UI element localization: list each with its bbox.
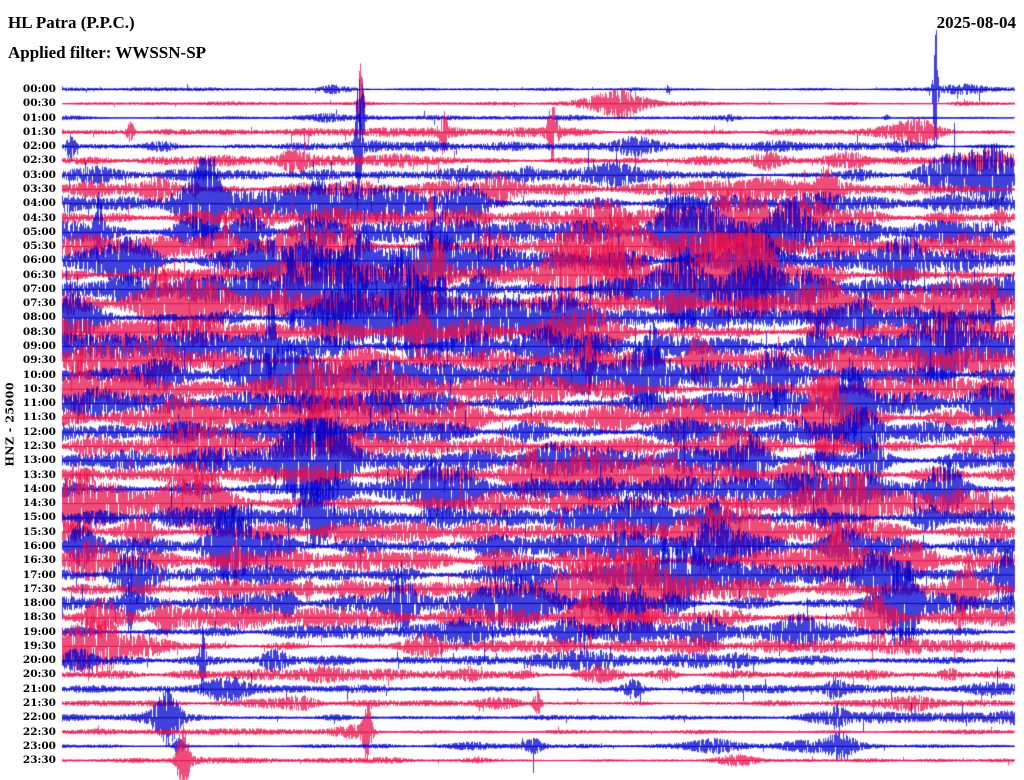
time-label: 05:00 [22,225,56,238]
station-title: HL Patra (P.P.C.) [8,13,135,32]
time-label: 11:00 [22,397,56,410]
time-label: 21:00 [22,682,56,695]
time-label: 10:30 [22,382,56,395]
time-label: 10:00 [22,368,56,381]
time-label: 22:00 [22,711,56,724]
time-label: 17:00 [22,568,56,581]
time-label: 04:00 [22,197,56,210]
time-label: 05:30 [22,240,56,253]
time-label: 18:00 [22,597,56,610]
time-label: 06:30 [22,268,56,281]
time-label: 06:00 [22,254,56,267]
time-label: 19:00 [22,625,56,638]
filter-label: Applied filter: WWSSN-SP [8,43,207,62]
time-label: 09:00 [22,340,56,353]
time-label: 01:00 [22,111,56,124]
time-label: 17:30 [22,582,56,595]
time-label: 00:00 [22,83,56,95]
time-label: 15:00 [22,511,56,524]
time-label: 15:30 [22,525,56,538]
time-label: 16:30 [22,554,56,567]
time-label: 13:00 [22,454,56,467]
time-label: 18:30 [22,611,56,624]
time-label: 02:30 [22,154,56,167]
time-label: 21:30 [22,697,56,710]
time-label: 07:30 [22,297,56,310]
time-label: 20:30 [22,668,56,681]
time-label: 23:30 [22,754,56,767]
time-label: 13:30 [22,468,56,481]
time-label: 14:00 [22,482,56,495]
time-label: 09:30 [22,354,56,367]
time-label: 14:30 [22,497,56,510]
time-label: 03:00 [22,168,56,181]
time-label: 16:00 [22,539,56,552]
time-label: 02:00 [22,140,56,153]
time-label: 03:30 [22,182,56,195]
time-label: 07:00 [22,282,56,295]
time-label: 04:30 [22,211,56,224]
date-label: 2025-08-04 [936,13,1016,32]
time-label: 08:30 [22,325,56,338]
time-axis: 00:00 00:30 01:00 01:30 02:00 02:30 03:00 03:30… [0,0,58,780]
time-label: 00:30 [22,97,56,110]
time-label: 12:30 [22,440,56,452]
time-label: 12:00 [22,425,56,438]
time-label: 08:00 [22,311,56,324]
time-label: 19:30 [22,639,56,652]
time-label: 20:00 [22,654,56,667]
time-label: 22:30 [22,725,56,738]
time-label: 01:30 [22,125,56,138]
time-label: 23:00 [22,739,56,752]
time-label: 11:30 [22,411,56,424]
